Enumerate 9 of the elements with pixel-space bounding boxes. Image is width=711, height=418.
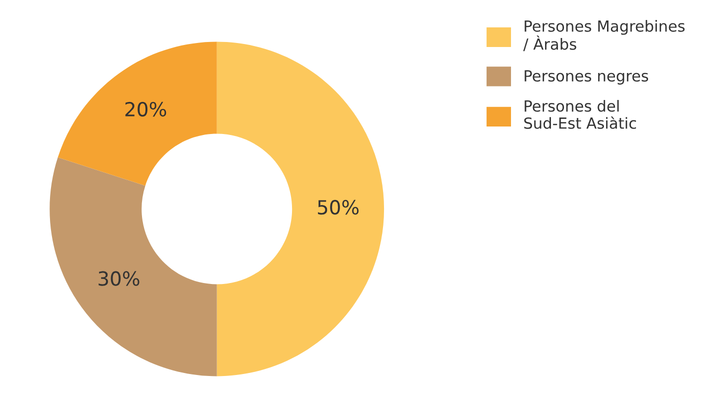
legend-label: Persones del Sud-Est Asiàtic: [524, 100, 636, 129]
legend-label: Persones Magrebines / Àrabs: [523, 20, 685, 52]
donut-slice: [50, 157, 217, 376]
data-label: 50%: [318, 200, 359, 215]
data-label: 30%: [98, 271, 140, 286]
data-label: 20%: [125, 102, 166, 117]
donut-slice: [58, 42, 217, 186]
legend-label: Persones negres: [524, 70, 648, 85]
donut-slice: [216, 42, 384, 376]
